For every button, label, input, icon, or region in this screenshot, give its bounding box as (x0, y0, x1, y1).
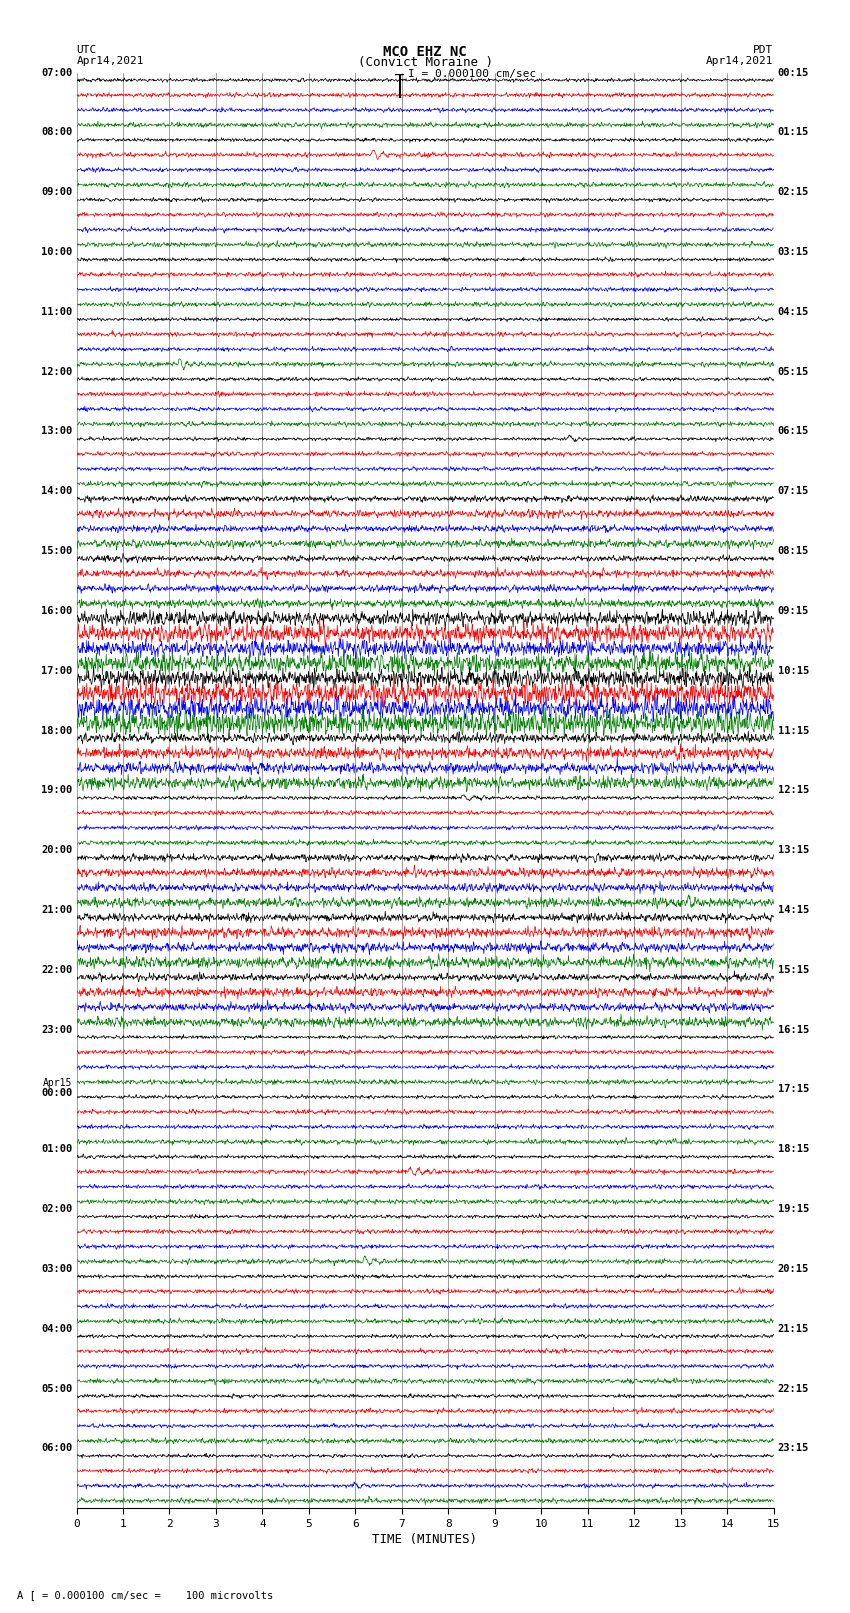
Text: 12:15: 12:15 (778, 786, 809, 795)
Text: 01:15: 01:15 (778, 127, 809, 137)
Text: 19:00: 19:00 (41, 786, 72, 795)
Text: (Convict Moraine ): (Convict Moraine ) (358, 56, 492, 69)
Text: 11:00: 11:00 (41, 306, 72, 316)
Text: 17:15: 17:15 (778, 1084, 809, 1095)
Text: 08:00: 08:00 (41, 127, 72, 137)
Text: Apr14,2021: Apr14,2021 (706, 56, 774, 66)
Text: 04:00: 04:00 (41, 1324, 72, 1334)
Text: 06:15: 06:15 (778, 426, 809, 437)
Text: 05:15: 05:15 (778, 366, 809, 377)
Text: 22:00: 22:00 (41, 965, 72, 974)
Text: 02:15: 02:15 (778, 187, 809, 197)
Text: 00:00: 00:00 (41, 1087, 72, 1098)
Text: 10:15: 10:15 (778, 666, 809, 676)
Text: 15:00: 15:00 (41, 547, 72, 556)
Text: 21:15: 21:15 (778, 1324, 809, 1334)
Text: 21:00: 21:00 (41, 905, 72, 915)
Text: 04:15: 04:15 (778, 306, 809, 316)
Text: 18:15: 18:15 (778, 1144, 809, 1155)
Text: 03:00: 03:00 (41, 1265, 72, 1274)
Text: 06:00: 06:00 (41, 1444, 72, 1453)
Text: 23:15: 23:15 (778, 1444, 809, 1453)
Text: 09:00: 09:00 (41, 187, 72, 197)
Text: 23:00: 23:00 (41, 1024, 72, 1034)
Text: 07:00: 07:00 (41, 68, 72, 77)
Text: 05:00: 05:00 (41, 1384, 72, 1394)
Text: 09:15: 09:15 (778, 606, 809, 616)
X-axis label: TIME (MINUTES): TIME (MINUTES) (372, 1532, 478, 1545)
Text: 13:00: 13:00 (41, 426, 72, 437)
Text: 20:00: 20:00 (41, 845, 72, 855)
Text: 15:15: 15:15 (778, 965, 809, 974)
Text: 16:00: 16:00 (41, 606, 72, 616)
Text: 19:15: 19:15 (778, 1203, 809, 1215)
Text: 00:15: 00:15 (778, 68, 809, 77)
Text: Apr14,2021: Apr14,2021 (76, 56, 144, 66)
Text: 18:00: 18:00 (41, 726, 72, 736)
Text: Apr15: Apr15 (42, 1077, 72, 1089)
Text: 03:15: 03:15 (778, 247, 809, 256)
Text: 02:00: 02:00 (41, 1203, 72, 1215)
Text: 12:00: 12:00 (41, 366, 72, 377)
Text: MCO EHZ NC: MCO EHZ NC (383, 45, 467, 60)
Text: 16:15: 16:15 (778, 1024, 809, 1034)
Text: 08:15: 08:15 (778, 547, 809, 556)
Text: 01:00: 01:00 (41, 1144, 72, 1155)
Text: 22:15: 22:15 (778, 1384, 809, 1394)
Text: 13:15: 13:15 (778, 845, 809, 855)
Text: A [ = 0.000100 cm/sec =    100 microvolts: A [ = 0.000100 cm/sec = 100 microvolts (17, 1590, 273, 1600)
Text: PDT: PDT (753, 45, 774, 55)
Text: 14:15: 14:15 (778, 905, 809, 915)
Text: UTC: UTC (76, 45, 97, 55)
Text: 14:00: 14:00 (41, 486, 72, 497)
Text: 20:15: 20:15 (778, 1265, 809, 1274)
Text: 10:00: 10:00 (41, 247, 72, 256)
Text: 11:15: 11:15 (778, 726, 809, 736)
Text: 17:00: 17:00 (41, 666, 72, 676)
Text: I = 0.000100 cm/sec: I = 0.000100 cm/sec (408, 69, 536, 79)
Text: 07:15: 07:15 (778, 486, 809, 497)
